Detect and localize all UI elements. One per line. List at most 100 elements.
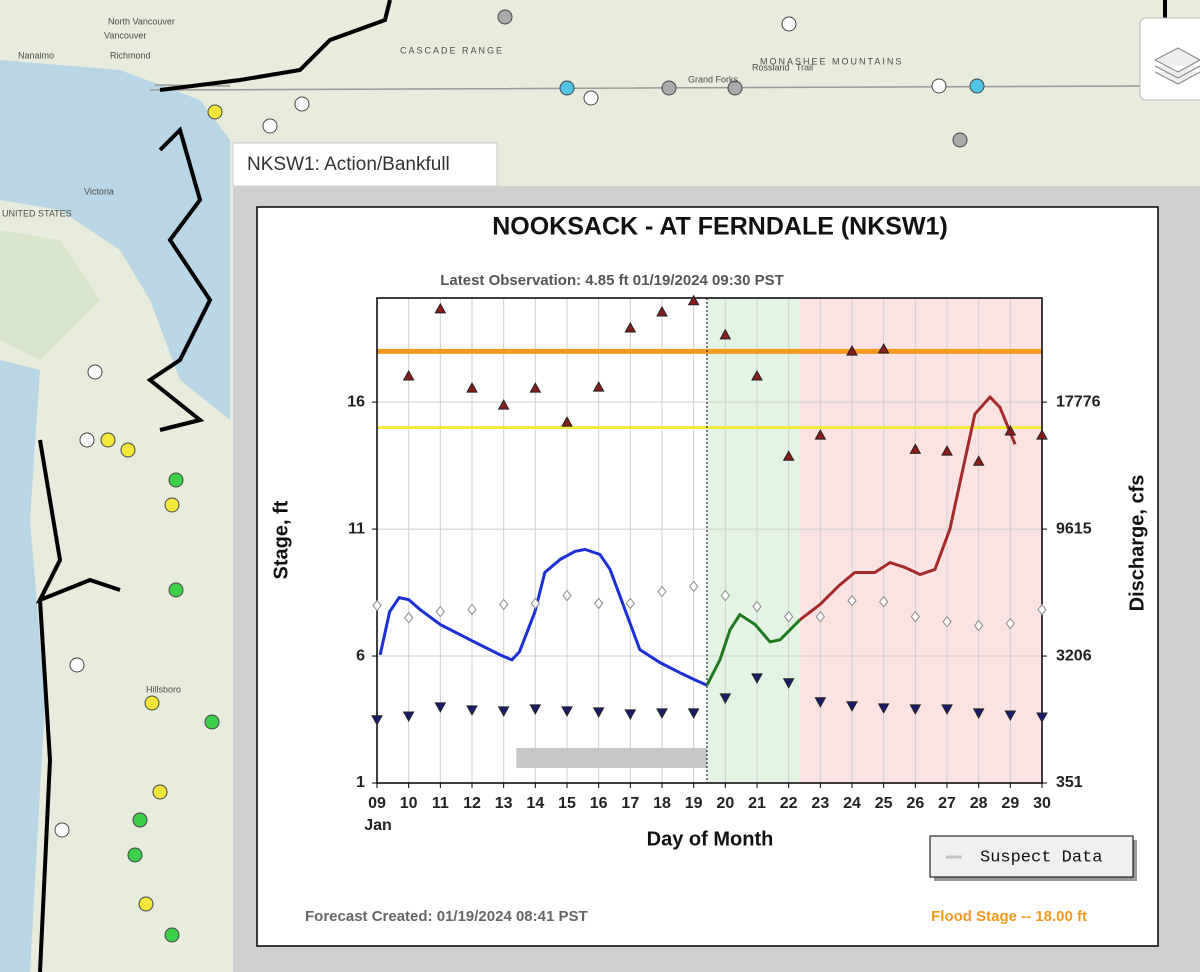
point-marker: [1037, 603, 1047, 616]
gauge[interactable]: [120, 442, 136, 458]
gauge[interactable]: [952, 132, 968, 148]
gauge[interactable]: [294, 96, 310, 112]
x-tick-label: 29: [1001, 795, 1019, 812]
x-tick-label: 26: [906, 795, 924, 812]
y2-axis-label: Discharge, cfs: [1126, 475, 1148, 612]
chart-title: NOOKSACK - AT FERNDALE (NKSW1): [492, 213, 948, 241]
gauge[interactable]: [54, 822, 70, 838]
gauge[interactable]: [931, 78, 947, 94]
point-marker: [434, 302, 447, 314]
flood-stage-note: Flood Stage -- 18.00 ft: [931, 908, 1087, 925]
x-tick-label: 11: [432, 795, 449, 812]
y-tick-label: 16: [347, 393, 365, 410]
gauge[interactable]: [661, 80, 677, 96]
gauge[interactable]: [204, 714, 220, 730]
gauge[interactable]: [164, 497, 180, 513]
point-marker: [530, 597, 540, 610]
x-tick-label: 27: [938, 795, 956, 812]
y2-tick-label: 351: [1056, 774, 1083, 791]
point-marker: [941, 445, 953, 456]
gauge[interactable]: [164, 927, 180, 943]
point-marker: [435, 605, 445, 618]
y-tick-label: 11: [348, 520, 365, 537]
x-tick-label: 25: [875, 795, 893, 812]
x-tick-label: 16: [590, 795, 608, 812]
gauge[interactable]: [559, 80, 575, 96]
x-tick-label: 30: [1033, 795, 1051, 812]
point-marker: [751, 369, 763, 381]
point-marker: [687, 294, 700, 306]
gauge[interactable]: [87, 364, 103, 380]
gauge[interactable]: [207, 104, 223, 120]
map-land: [0, 230, 100, 360]
map-label: Vancouver: [104, 30, 146, 40]
point-marker: [497, 706, 510, 717]
suspect-data-bar: [516, 748, 707, 768]
point-marker: [404, 611, 414, 624]
x-tick-label: 10: [400, 795, 418, 812]
y-tick-label: 1: [356, 774, 365, 791]
x-tick-label: 21: [748, 795, 766, 812]
point-marker: [1004, 425, 1017, 436]
point-marker: [372, 599, 382, 612]
point-marker: [1036, 712, 1048, 724]
gauge[interactable]: [727, 80, 743, 96]
gauge[interactable]: [144, 695, 160, 711]
point-marker: [782, 450, 795, 461]
point-marker: [879, 595, 889, 608]
stage-line: [378, 547, 708, 687]
point-marker: [434, 702, 447, 713]
gauge[interactable]: [127, 847, 143, 863]
point-marker: [656, 708, 668, 719]
gauge[interactable]: [168, 582, 184, 598]
map-label: Rossland: [752, 62, 790, 72]
legend-label: Suspect Data: [980, 848, 1102, 867]
gauge[interactable]: [262, 118, 278, 134]
legend: [929, 835, 1134, 878]
gauge[interactable]: [100, 432, 116, 448]
point-marker: [815, 610, 825, 623]
point-marker: [497, 399, 510, 410]
map-label: Trail: [796, 62, 813, 72]
point-marker: [529, 382, 542, 393]
map-label: Richmond: [110, 50, 151, 60]
point-marker: [562, 589, 572, 602]
point-marker: [687, 708, 700, 719]
point-marker: [720, 589, 730, 602]
point-marker: [594, 597, 604, 610]
map-label: Victoria: [84, 186, 114, 196]
gauge[interactable]: [781, 16, 797, 32]
gauge[interactable]: [497, 9, 513, 25]
stage-line: [799, 394, 1017, 621]
y-tick-label: 6: [356, 647, 365, 664]
point-marker: [972, 708, 985, 719]
y2-tick-label: 17776: [1056, 393, 1101, 410]
x-tick-label: 18: [653, 795, 671, 812]
gauge[interactable]: [138, 896, 154, 912]
point-marker: [402, 369, 415, 381]
gauge[interactable]: [69, 657, 85, 673]
point-marker: [689, 580, 699, 593]
gauge[interactable]: [132, 812, 148, 828]
point-marker: [1036, 429, 1048, 440]
gauge[interactable]: [79, 432, 95, 448]
map-ocean: [0, 360, 45, 972]
gauge[interactable]: [583, 90, 599, 106]
x-tick-label: 17: [621, 795, 639, 812]
plot: 09 10 11 12 13 14 15 16 17 18 19 20 21 22 23 24 25 26 27 28…: [347, 294, 1101, 812]
gauge[interactable]: [168, 472, 184, 488]
point-marker: [719, 328, 732, 340]
map-label: Nanaimo: [18, 50, 54, 60]
point-marker: [847, 594, 857, 607]
point-marker: [625, 597, 635, 610]
y2-tick-label: 9615: [1056, 520, 1092, 537]
point-marker: [499, 598, 509, 611]
point-marker: [657, 585, 667, 598]
forecast-region: [706, 298, 801, 783]
gauge[interactable]: [969, 78, 985, 94]
point-marker: [592, 707, 605, 718]
x-tick-label: 23: [811, 795, 829, 812]
stage-line: [705, 612, 802, 686]
gauge[interactable]: [152, 784, 168, 800]
